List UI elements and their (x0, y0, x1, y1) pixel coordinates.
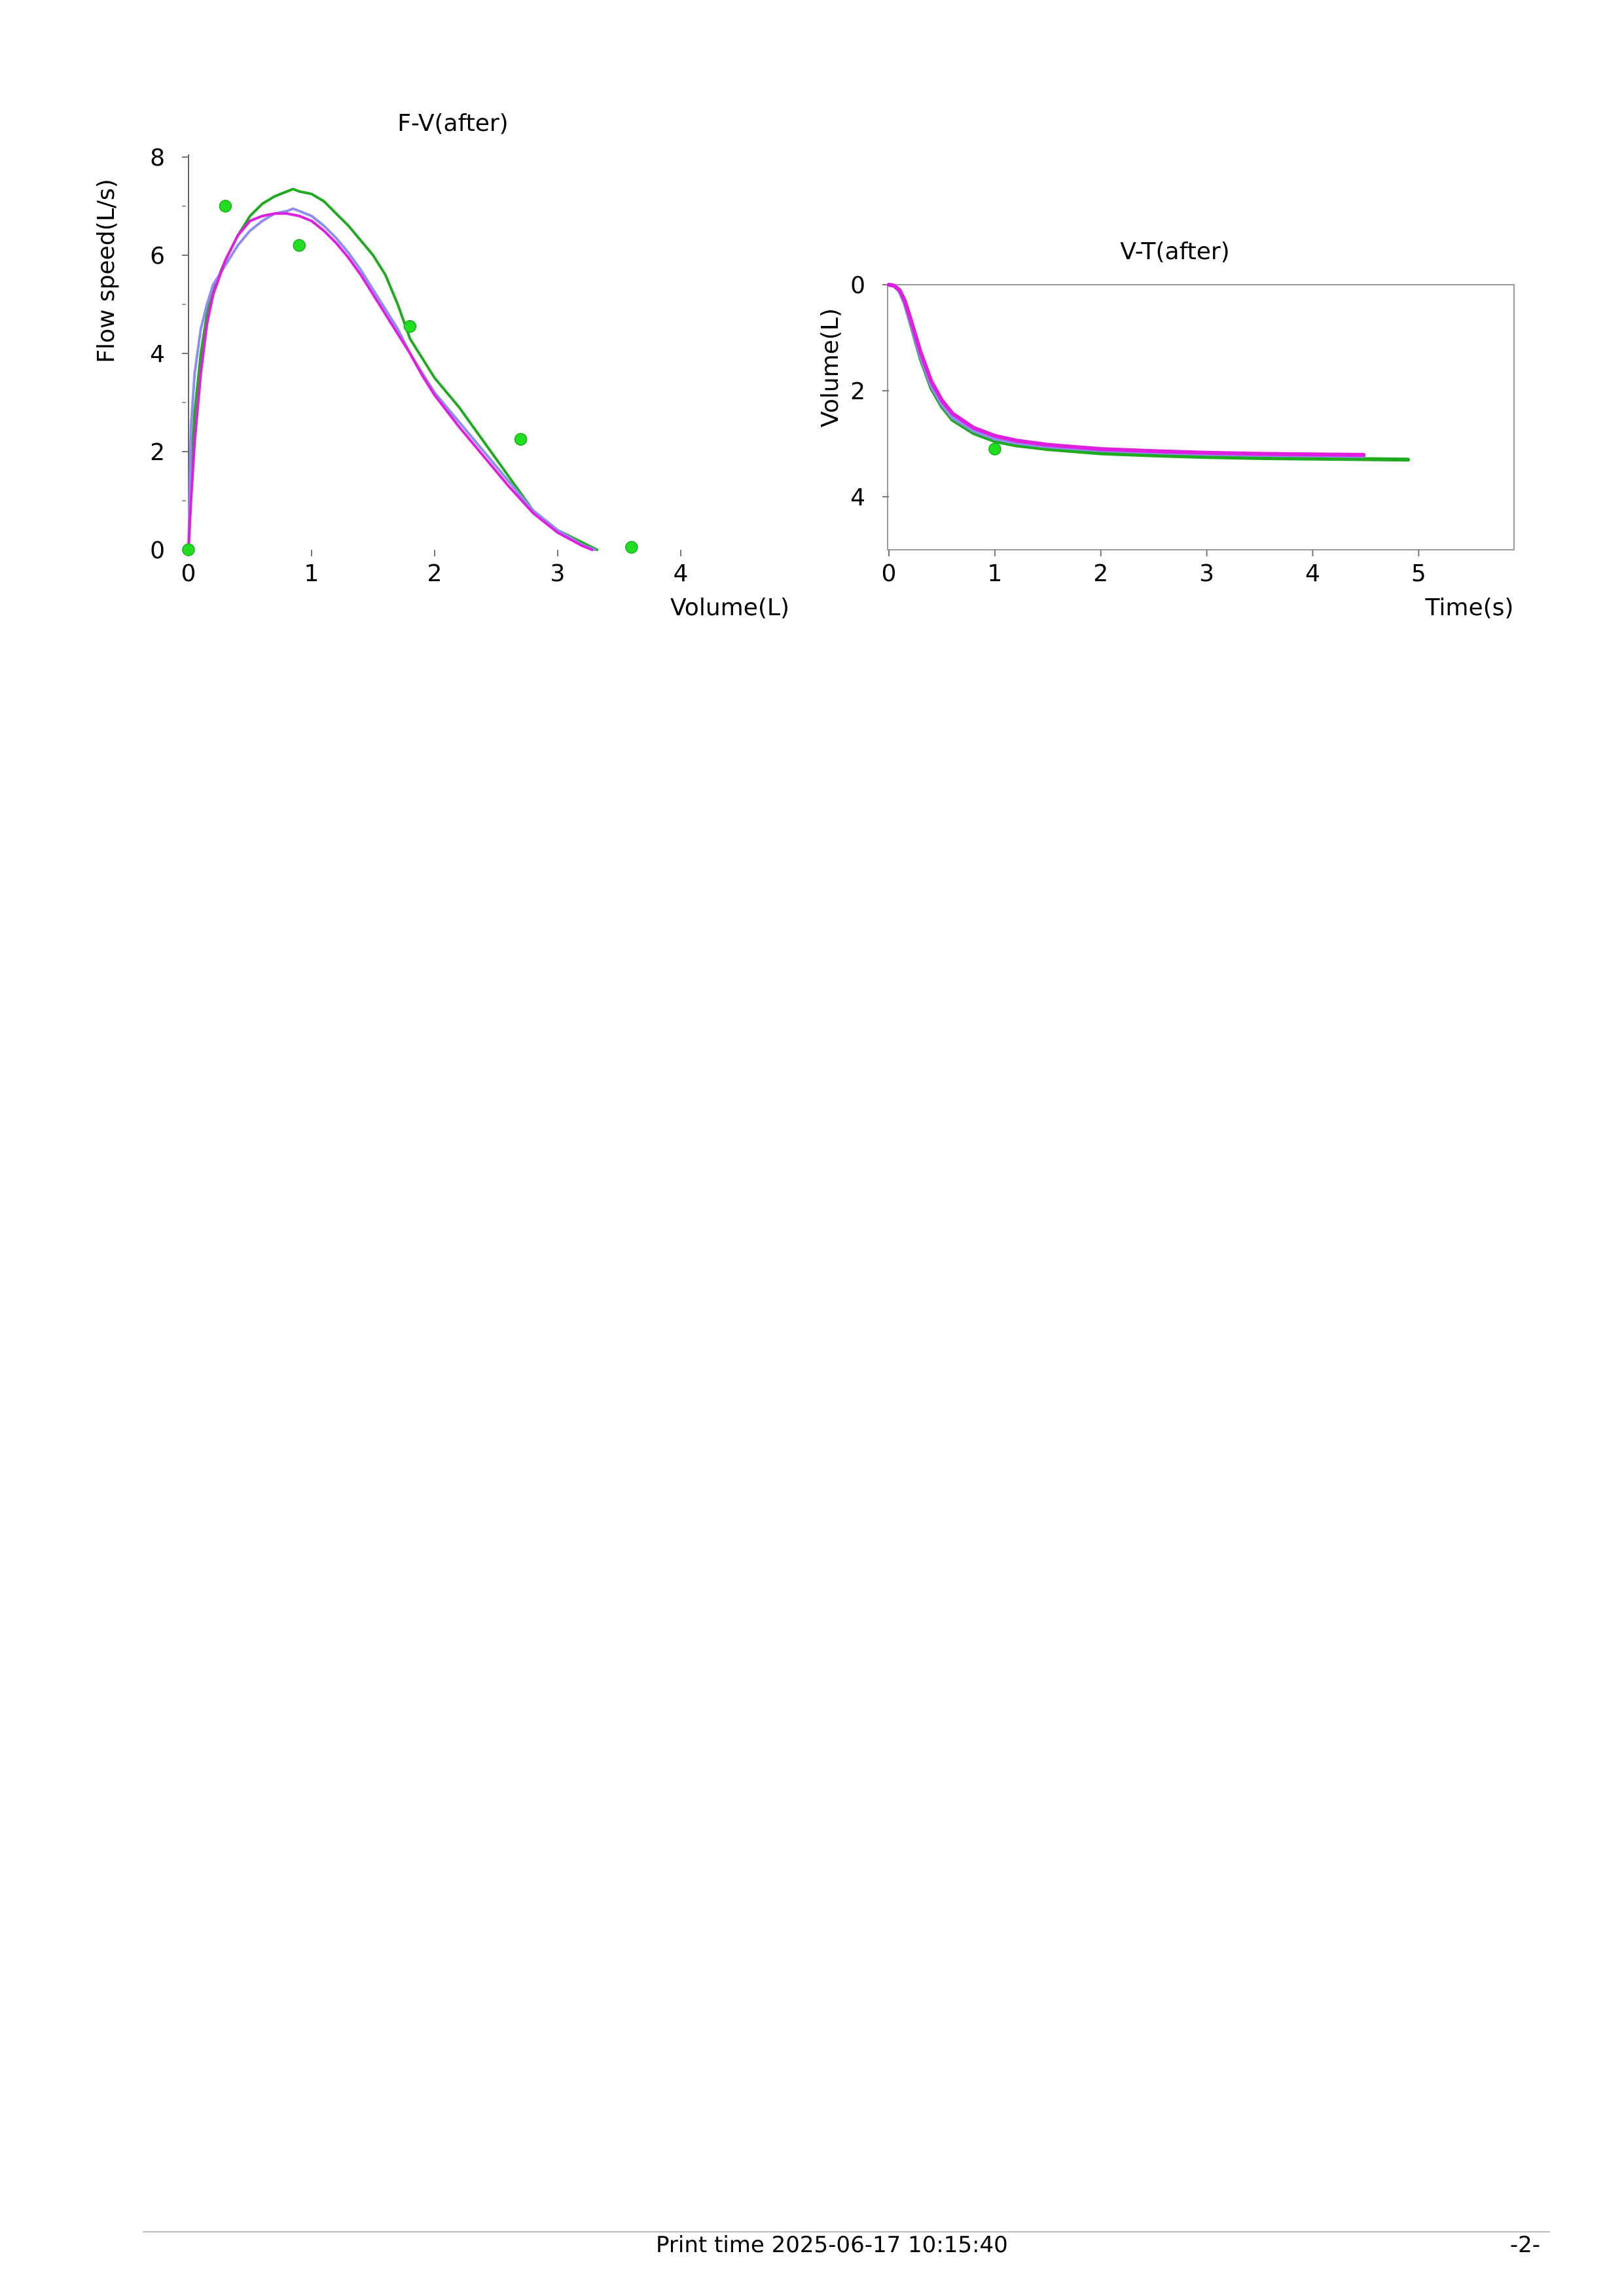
vt-x-tick-label: 0 (882, 560, 897, 587)
fv-reference-point (182, 543, 195, 556)
vt-x-axis-label: Time(s) (1425, 594, 1514, 621)
fv-y-tick-label: 0 (150, 537, 165, 564)
fv-reference-point (514, 433, 528, 446)
fv-y-tick-label: 2 (150, 439, 165, 466)
volume-time-chart: V-T(after) Volume(L) Time(s) 0 1 2 3 4 5 0 2 4 (817, 238, 1515, 621)
vt-y-tick-label: 0 (850, 272, 865, 299)
vt-series-line-1 (887, 283, 1411, 462)
fv-x-tick-label: 3 (550, 560, 566, 587)
fv-y-axis-label: Flow speed(L/s) (93, 179, 120, 363)
fv-x-axis-label: Volume(L) (670, 594, 789, 621)
page-number: -2- (1509, 2232, 1540, 2258)
fv-series-line-2 (187, 207, 596, 551)
fv-reference-point (403, 320, 417, 333)
vt-y-tick-label: 4 (850, 484, 865, 511)
fv-x-tick-label: 2 (427, 560, 442, 587)
vt-y-axis-label: Volume(L) (817, 308, 844, 427)
fv-reference-point (219, 200, 232, 213)
vt-series-line-2 (887, 283, 1366, 458)
vt-series-line-3 (887, 283, 1366, 457)
fv-x-tick-label: 4 (674, 560, 689, 587)
vt-x-tick-label: 1 (987, 560, 1002, 587)
vt-x-tick-label: 2 (1093, 560, 1108, 587)
vt-x-tick-label: 4 (1305, 560, 1320, 587)
footer-divider (143, 2231, 1550, 2233)
fv-x-tick-label: 0 (181, 560, 196, 587)
fv-series-line-1 (187, 187, 599, 551)
fv-series-line-3 (187, 212, 594, 551)
vt-x-tick-label: 3 (1199, 560, 1214, 587)
vt-plot-frame (887, 284, 1515, 550)
vt-y-tick-label: 2 (850, 378, 865, 405)
fv-x-tick-label: 1 (304, 560, 319, 587)
vt-x-tick-label: 5 (1411, 560, 1426, 587)
fv-reference-point (625, 541, 638, 554)
vt-chart-title: V-T(after) (1120, 238, 1229, 265)
fv-chart-title: F-V(after) (397, 110, 508, 137)
flow-volume-chart: F-V(after) Flow speed(L/s) Volume(L) 0 1 2… (93, 110, 789, 621)
fv-y-tick-label: 8 (150, 145, 165, 171)
vt-reference-point (988, 442, 1001, 456)
print-time: Print time 2025-06-17 10:15:40 (656, 2232, 1008, 2258)
fv-y-tick-label: 4 (150, 341, 165, 368)
fv-y-tick-label: 6 (150, 243, 165, 270)
fv-reference-point (293, 239, 306, 252)
